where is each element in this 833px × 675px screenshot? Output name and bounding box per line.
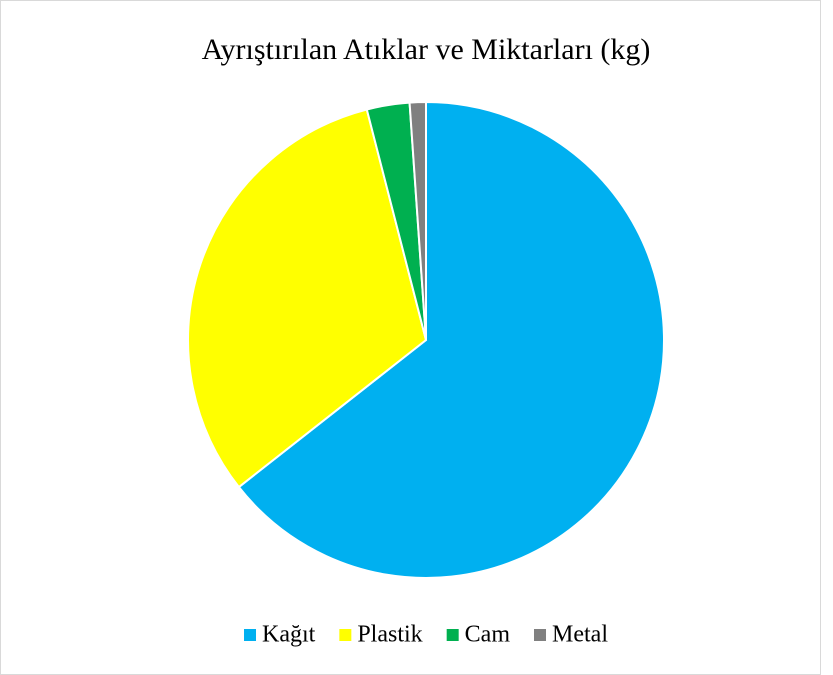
legend-swatch bbox=[446, 629, 459, 641]
legend: Kağıt Plastik Cam Metal bbox=[244, 622, 608, 648]
legend-swatch bbox=[339, 629, 352, 641]
pie-slice bbox=[237, 100, 665, 579]
legend-swatch bbox=[244, 629, 257, 641]
pie bbox=[187, 100, 665, 579]
legend-label: Metal bbox=[552, 622, 608, 648]
legend-label: Plastik bbox=[357, 622, 422, 648]
legend-label: Kağıt bbox=[262, 622, 316, 648]
pie-slice bbox=[408, 100, 427, 341]
legend-swatch bbox=[534, 629, 547, 641]
pie-slice bbox=[187, 108, 428, 489]
chart-title: Ayrıştırılan Atıklar ve Miktarları (kg) bbox=[202, 33, 651, 66]
legend-label: Cam bbox=[465, 622, 511, 648]
